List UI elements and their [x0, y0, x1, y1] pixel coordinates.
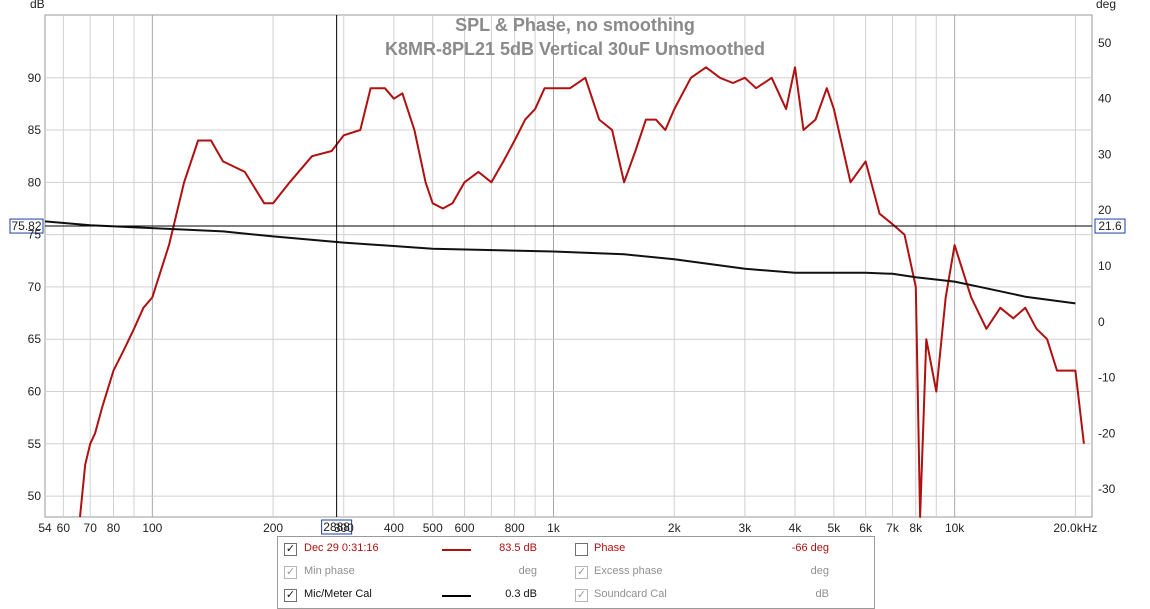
legend-panel: ✓ Dec 29 0:31:16 83.5 dB Phase -66 deg ✓…: [277, 536, 875, 609]
chart-title: SPL & Phase, no smoothing: [455, 15, 695, 35]
cursor-level-left-label: 75.82: [11, 219, 41, 233]
x-tick-label: 2k: [668, 521, 682, 535]
mic-cal-checkbox[interactable]: ✓: [284, 589, 297, 602]
cursor[interactable]: 2888 75.82 21.6: [9, 15, 1126, 535]
phase-label: Phase: [594, 542, 626, 554]
right-tick-label: 10: [1098, 259, 1112, 273]
phase-value: -66 deg: [791, 542, 829, 554]
soundcard-cal-label: Soundcard Cal: [594, 588, 667, 600]
excess-phase-value: deg: [810, 565, 829, 577]
x-tick-label: 600: [454, 521, 474, 535]
x-tick-label: 4k: [789, 521, 803, 535]
x-tick-label: 200: [263, 521, 283, 535]
right-axis-unit: deg: [1096, 0, 1116, 11]
x-tick-label: 54: [38, 521, 52, 535]
left-tick-label: 90: [28, 71, 42, 85]
x-tick-label: 10k: [945, 521, 965, 535]
phase-series-line: [44, 220, 1076, 305]
left-axis-unit: dB: [30, 0, 45, 11]
left-tick-label: 80: [28, 175, 42, 189]
measurement-line-swatch: [442, 549, 471, 551]
plot-area: [44, 14, 1093, 518]
spl-series-line: [79, 66, 1085, 518]
right-tick-label: 40: [1098, 92, 1112, 106]
left-tick-label: 75: [28, 228, 42, 242]
x-tick-label: 8k: [909, 521, 923, 535]
x-tick-label: 800: [505, 521, 525, 535]
x-tick-label: 70: [84, 521, 98, 535]
cursor-frequency-label: 2888: [323, 520, 350, 534]
soundcard-cal-value: dB: [815, 588, 829, 600]
measurement-label: Dec 29 0:31:16: [304, 542, 379, 554]
excess-phase-label: Excess phase: [594, 565, 663, 577]
right-tick-label: -20: [1098, 426, 1116, 440]
ticks: 90858075706560555050403020100-10-20-3054…: [28, 36, 1116, 535]
x-tick-label: 3k: [739, 521, 753, 535]
phase-checkbox[interactable]: [575, 543, 588, 556]
chart-subtitle: K8MR-8PL21 5dB Vertical 30uF Unsmoothed: [385, 39, 765, 59]
x-tick-label: 300: [334, 521, 354, 535]
series-layer: [44, 66, 1085, 518]
x-tick-label: 500: [423, 521, 443, 535]
min-phase-label: Min phase: [304, 565, 355, 577]
legend-row-measurement: ✓ Dec 29 0:31:16 83.5 dB Phase -66 deg: [278, 538, 874, 560]
left-tick-label: 65: [28, 332, 42, 346]
right-tick-label: 20: [1098, 203, 1112, 217]
right-tick-label: 0: [1098, 315, 1105, 329]
mic-cal-line-swatch: [442, 595, 471, 597]
right-tick-label: 30: [1098, 147, 1112, 161]
min-phase-checkbox[interactable]: ✓: [284, 566, 297, 579]
measurement-value: 83.5 dB: [499, 542, 537, 554]
legend-row-min-phase: ✓ Min phase deg ✓ Excess phase deg: [278, 561, 874, 583]
grid: [45, 15, 1092, 517]
x-tick-label: 20.0kHz: [1053, 521, 1097, 535]
mic-cal-value: 0.3 dB: [505, 588, 537, 600]
x-tick-label: 6k: [859, 521, 873, 535]
cursor-level-left-label-box: [9, 218, 44, 234]
left-tick-label: 55: [28, 437, 42, 451]
cursor-level-right-label-box: [1094, 218, 1126, 234]
right-tick-label: -30: [1098, 482, 1116, 496]
measurement-checkbox[interactable]: ✓: [284, 543, 297, 556]
legend-row-mic-cal: ✓ Mic/Meter Cal 0.3 dB ✓ Soundcard Cal d…: [278, 584, 874, 606]
right-tick-label: 50: [1098, 36, 1112, 50]
left-tick-label: 70: [28, 280, 42, 294]
x-tick-label: 80: [107, 521, 121, 535]
x-tick-label: 1k: [547, 521, 561, 535]
cursor-level-right-label: 21.6: [1098, 219, 1122, 233]
excess-phase-checkbox[interactable]: ✓: [575, 566, 588, 579]
x-tick-label: 60: [57, 521, 71, 535]
x-tick-label: 7k: [886, 521, 900, 535]
left-tick-label: 60: [28, 385, 42, 399]
x-tick-label: 400: [384, 521, 404, 535]
min-phase-value: deg: [518, 565, 537, 577]
right-tick-label: -10: [1098, 371, 1116, 385]
x-tick-label: 5k: [828, 521, 842, 535]
left-tick-label: 85: [28, 123, 42, 137]
left-tick-label: 50: [28, 489, 42, 503]
mic-cal-label: Mic/Meter Cal: [304, 588, 372, 600]
soundcard-cal-checkbox[interactable]: ✓: [575, 589, 588, 602]
cursor-frequency-label-box: [321, 519, 353, 535]
x-tick-label: 100: [142, 521, 162, 535]
